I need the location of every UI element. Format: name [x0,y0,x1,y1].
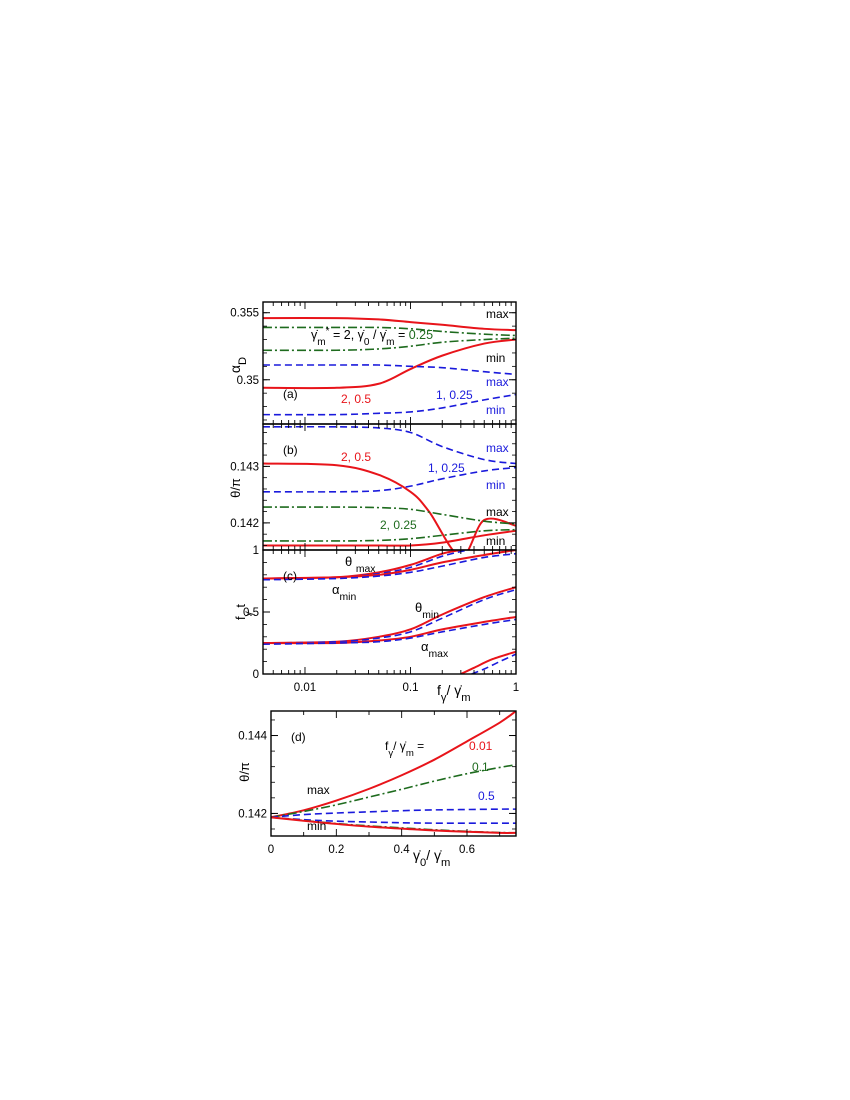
min-label: min [486,534,505,548]
y-tick-label: 0.355 [230,308,259,320]
max-label: max [486,505,509,519]
y-tick-label: 1 [253,545,259,557]
y-tick-label: 0 [253,669,259,681]
max-label: max [486,375,509,389]
panel-label: (d) [291,730,306,744]
panel-label: (a) [283,387,298,401]
y-axis-label: θ/π [237,762,252,782]
legend-entry: 0.5 [478,789,495,803]
y-axis-label: αD [227,357,249,373]
series-label: θ max [345,554,376,575]
y-tick-label: 0.142 [238,808,267,820]
series-line-green-dashdot [263,326,516,337]
series-label: 1, 0.25 [428,461,465,475]
series-label: αmin [332,582,356,603]
y-tick-label: 0.5 [243,607,259,619]
min-label: min [486,403,505,417]
series-line-blue-dashed [263,425,516,465]
min-label: min [486,351,505,365]
series-line-green-dashdot [263,337,516,352]
series-group [263,316,516,416]
series-line-green-dashdot [263,506,516,525]
y-tick-label: 0.144 [238,731,267,743]
max-label: max [307,783,330,797]
series-line-blue-dashed [471,653,516,674]
series-label: 1, 0.25 [436,388,473,402]
x-tick-label: 0 [268,844,274,856]
series-group [271,711,516,834]
y-axis-label: fγ t [233,604,254,620]
panel-c: 0 0.5 1 0.01 0.1 1 (c) fγ t θ max αmin θmin αmax fγ/… [233,545,519,704]
series-label: 2, 0.25 [380,518,417,532]
series-line-green-dashdot [263,528,516,542]
x-tick-label: 0.01 [294,682,316,694]
max-label: max [486,307,509,321]
x-tick-label: 1 [513,682,519,694]
series-line-blue-dashed [263,618,516,646]
series-label: θmin [415,600,439,621]
x-tick-label: 0.1 [402,682,418,694]
plot-frame [270,710,517,837]
series-line-blue-dashed [263,393,516,416]
series-group [263,550,516,674]
panel-label: (b) [283,443,298,457]
y-tick-label: 0.142 [230,518,259,530]
x-tick-label: 0.2 [328,844,344,856]
plot-frame [262,549,517,675]
panel-a: 0.35 0.355 (a) αD γ̇m* = 2, γ̇0 / γ̇m = 0.25… [227,301,517,425]
max-label: max [486,441,509,455]
y-axis-label: θ/π [228,478,243,498]
series-line-red-solid [263,586,516,644]
series-line-green-dashdot [271,763,516,819]
panel-label: (c) [283,569,297,583]
series-line-red-solid [263,529,516,547]
series-label: 2, 0.5 [341,450,371,464]
series-label: 2, 0.5 [341,392,371,406]
series-line-red-solid [263,316,516,332]
series-label: αmax [421,639,449,660]
series-line-blue-dashed [263,552,516,581]
series-line-red-solid [263,338,516,390]
series-line-blue-dashed [271,816,516,824]
series-line-blue-dashed [263,364,516,376]
series-line-blue-dashed [263,588,516,644]
min-label: min [486,478,505,492]
series-group [263,425,516,550]
legend-entry: 0.01 [469,739,493,753]
series-line-red-solid [263,550,516,580]
series-line-blue-dashed [271,808,516,819]
x-tick-label: 0.6 [459,844,475,856]
y-tick-label: 0.35 [237,375,259,387]
series-line-blue-dashed [263,466,516,493]
x-axis-label: γ̇0/ γ̇m [413,847,450,869]
series-line-red-solid [263,615,516,645]
series-line-red-solid [271,816,516,834]
x-axis-label: fγ/ γ̇m [437,682,471,704]
legend-title: fγ/ γ̇m = [385,739,424,759]
x-tick-label: 0.4 [394,844,411,856]
y-tick-label: 0.143 [230,461,259,473]
panel-b: 0.142 0.143 (b) θ/π max 1, 0.25 min 2, 0.5 max 2,… [228,423,517,551]
panel-d: 0.142 0.144 0 0.2 0.4 0.6 (d) θ/π fγ/ γ̇m = 0.01… [237,710,517,869]
series-line-red-solid [460,650,516,674]
series-line-red-solid [263,462,516,550]
min-label: min [307,819,326,833]
legend-entry: 0.1 [472,760,489,774]
parameter-label: γ̇m* = 2, γ̇0 / γ̇m = 0.25 [311,326,433,348]
series-line-red-solid [271,711,516,819]
